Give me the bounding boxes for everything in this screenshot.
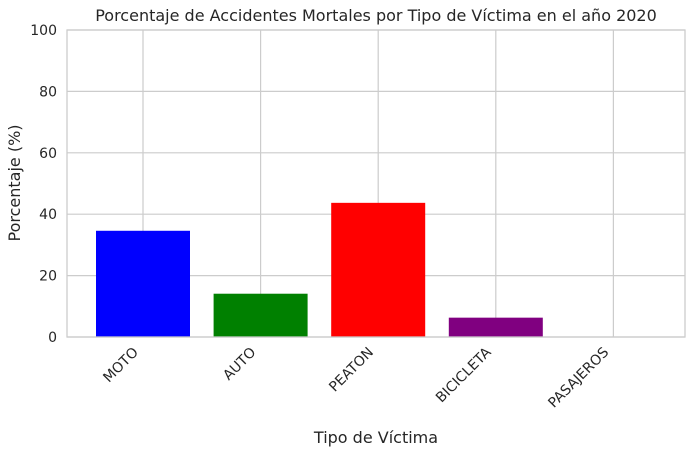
x-tick-label: PEATON: [326, 345, 377, 396]
bar-moto: [96, 230, 190, 337]
bar-auto: [213, 293, 308, 337]
y-tick-label: 40: [39, 207, 57, 223]
y-tick-label: 80: [39, 84, 57, 100]
y-tick-label: 0: [48, 330, 57, 346]
chart-title: Porcentaje de Accidentes Mortales por Ti…: [95, 6, 657, 25]
bar-bicicleta: [448, 317, 543, 337]
x-tick-label: PASAJEROS: [545, 344, 612, 411]
y-tick-label: 20: [39, 269, 57, 285]
x-tick-labels: MOTO AUTO PEATON BICICLETA PASAJEROS: [100, 344, 612, 411]
plot-frame: [66, 29, 686, 338]
y-tick-label: 100: [30, 23, 57, 39]
y-tick-labels: 0 20 40 60 80 100: [30, 23, 57, 346]
x-axis-label: Tipo de Víctima: [313, 428, 438, 447]
x-tick-label: AUTO: [220, 345, 259, 384]
x-tick-label: MOTO: [100, 345, 141, 386]
y-axis-label: Porcentaje (%): [5, 124, 24, 241]
y-tick-label: 60: [39, 146, 57, 162]
bar-peaton: [331, 202, 426, 337]
x-tick-label: BICICLETA: [433, 344, 495, 406]
bars: [96, 202, 543, 337]
